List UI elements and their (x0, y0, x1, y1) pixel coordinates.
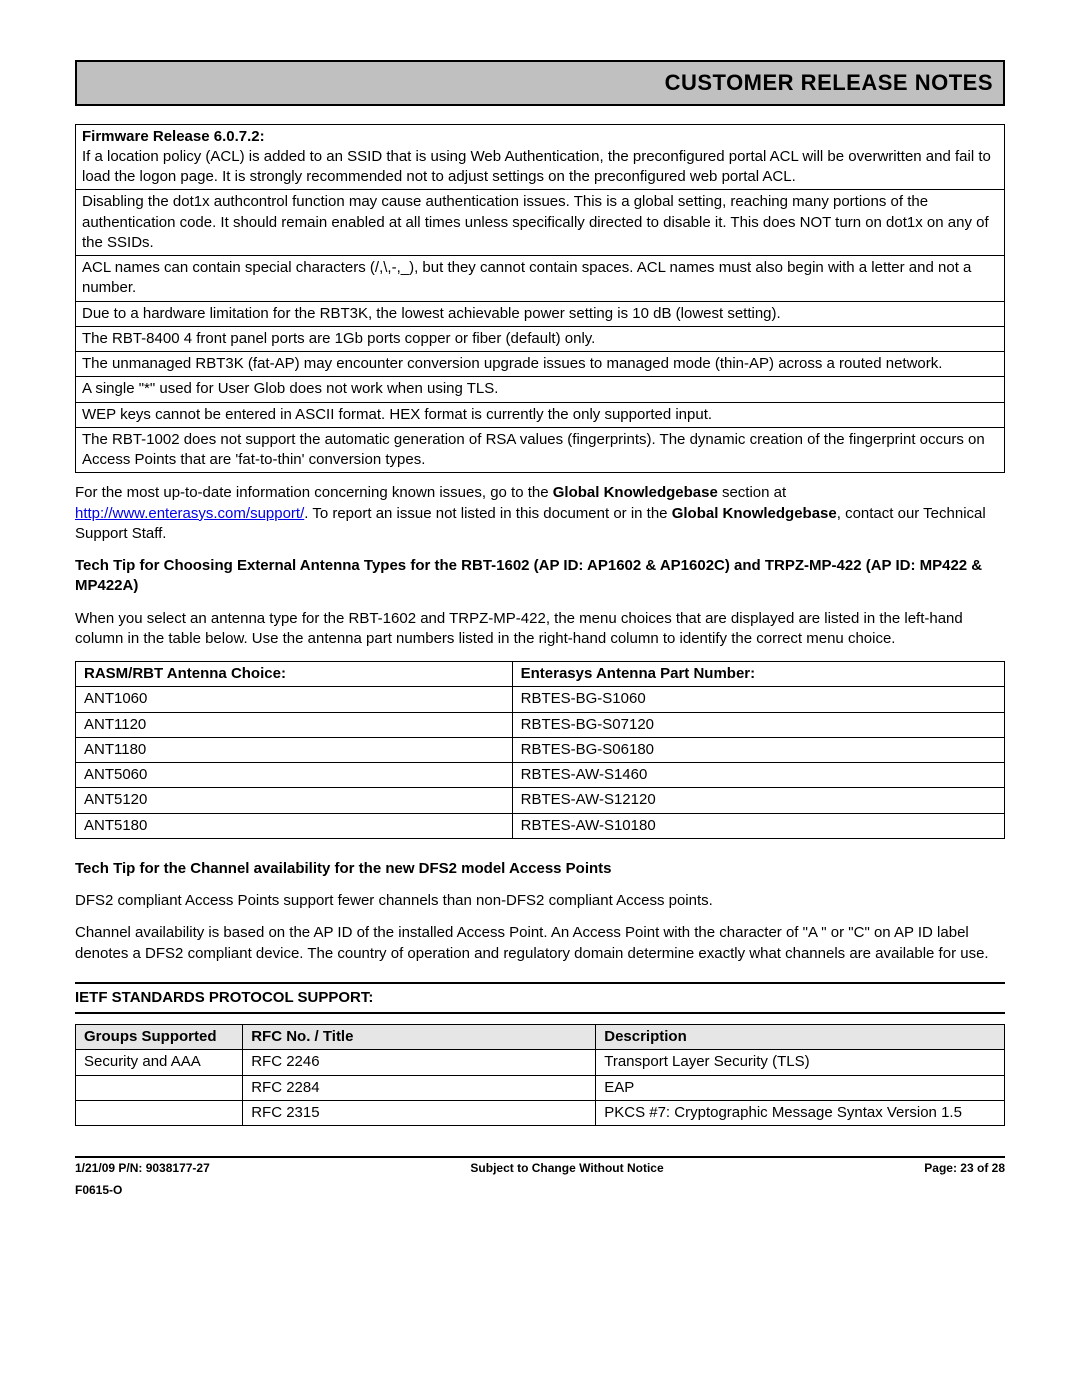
firmware-row: The RBT-8400 4 front panel ports are 1Gb… (76, 326, 1005, 351)
ietf-cell: RFC 2246 (243, 1050, 596, 1075)
antenna-cell: RBTES-AW-S10180 (512, 813, 1004, 838)
antenna-table: RASM/RBT Antenna Choice: Enterasys Anten… (75, 661, 1005, 839)
footer-center: Subject to Change Without Notice (470, 1160, 663, 1176)
ietf-cell: Transport Layer Security (TLS) (596, 1050, 1005, 1075)
antenna-cell: RBTES-BG-S07120 (512, 712, 1004, 737)
firmware-row: A single "*" used for User Glob does not… (76, 377, 1005, 402)
kb-text: For the most up-to-date information conc… (75, 484, 553, 501)
antenna-cell: RBTES-AW-S12120 (512, 788, 1004, 813)
antenna-cell: ANT1060 (76, 687, 513, 712)
ietf-header: Description (596, 1025, 1005, 1050)
antenna-cell: ANT1180 (76, 737, 513, 762)
kb-bold: Global Knowledgebase (553, 484, 718, 501)
footer-right: Page: 23 of 28 (924, 1160, 1005, 1176)
ietf-cell: Security and AAA (76, 1050, 243, 1075)
knowledgebase-paragraph: For the most up-to-date information conc… (75, 483, 1005, 544)
firmware-row: Due to a hardware limitation for the RBT… (76, 301, 1005, 326)
ietf-header: Groups Supported (76, 1025, 243, 1050)
firmware-row: The RBT-1002 does not support the automa… (76, 427, 1005, 473)
firmware-row: WEP keys cannot be entered in ASCII form… (76, 402, 1005, 427)
techtip1-heading: Tech Tip for Choosing External Antenna T… (75, 556, 1005, 597)
techtip2-p2: Channel availability is based on the AP … (75, 923, 1005, 964)
footer-left: 1/21/09 P/N: 9038177-27 (75, 1160, 210, 1176)
support-link[interactable]: http://www.enterasys.com/support/ (75, 505, 304, 522)
antenna-cell: ANT5180 (76, 813, 513, 838)
antenna-cell: RBTES-BG-S1060 (512, 687, 1004, 712)
antenna-cell: ANT5120 (76, 788, 513, 813)
antenna-header: Enterasys Antenna Part Number: (512, 662, 1004, 687)
page-title-bar: CUSTOMER RELEASE NOTES (75, 60, 1005, 106)
firmware-heading: Firmware Release 6.0.7.2: (82, 128, 265, 145)
ietf-cell: PKCS #7: Cryptographic Message Syntax Ve… (596, 1100, 1005, 1125)
firmware-row: If a location policy (ACL) is added to a… (82, 148, 991, 185)
ietf-cell: EAP (596, 1075, 1005, 1100)
antenna-header: RASM/RBT Antenna Choice: (76, 662, 513, 687)
firmware-row: The unmanaged RBT3K (fat-AP) may encount… (76, 352, 1005, 377)
firmware-row: Disabling the dot1x authcontrol function… (76, 190, 1005, 256)
ietf-cell (76, 1075, 243, 1100)
techtip1-body: When you select an antenna type for the … (75, 609, 1005, 650)
antenna-cell: ANT1120 (76, 712, 513, 737)
page-title: CUSTOMER RELEASE NOTES (665, 70, 993, 95)
firmware-row: ACL names can contain special characters… (76, 256, 1005, 302)
antenna-cell: RBTES-BG-S06180 (512, 737, 1004, 762)
techtip2-heading: Tech Tip for the Channel availability fo… (75, 859, 1005, 879)
firmware-release-table: Firmware Release 6.0.7.2: If a location … (75, 124, 1005, 474)
ietf-cell: RFC 2315 (243, 1100, 596, 1125)
kb-text: section at (718, 484, 786, 501)
techtip2-p1: DFS2 compliant Access Points support few… (75, 891, 1005, 911)
kb-text: . To report an issue not listed in this … (304, 505, 671, 522)
footer-code: F0615-O (75, 1182, 1005, 1198)
page-footer: 1/21/09 P/N: 9038177-27 Subject to Chang… (75, 1156, 1005, 1176)
ietf-table: Groups Supported RFC No. / Title Descrip… (75, 1024, 1005, 1126)
ietf-header: RFC No. / Title (243, 1025, 596, 1050)
ietf-section-heading: IETF STANDARDS PROTOCOL SUPPORT: (75, 982, 1005, 1014)
ietf-cell (76, 1100, 243, 1125)
kb-bold: Global Knowledgebase (672, 505, 837, 522)
antenna-cell: ANT5060 (76, 763, 513, 788)
antenna-cell: RBTES-AW-S1460 (512, 763, 1004, 788)
ietf-cell: RFC 2284 (243, 1075, 596, 1100)
